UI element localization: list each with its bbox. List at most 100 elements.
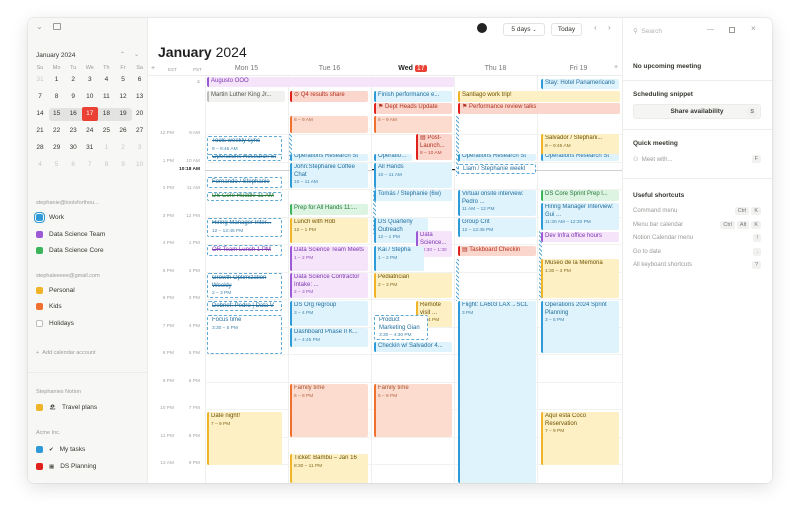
calendar-travel-plans[interactable]: 🏖 Travel plans [36,404,97,411]
mini-calendar-day[interactable]: 16 [69,110,77,117]
timezone-est[interactable]: EST [168,67,177,72]
mini-calendar-day[interactable]: 4 [38,161,42,167]
calendar-event[interactable]: ⚑ Dept Heads Update [374,103,452,114]
calendar-event[interactable]: DS Core Sprint Prep l... [541,190,619,201]
calendar-event[interactable]: Augusto OOO [207,77,454,87]
calendar-event[interactable]: Museo de la Memoria 1:30 – 3 PM [541,259,619,298]
mini-calendar-day[interactable]: 9 [121,161,125,167]
mini-calendar-day[interactable]: 7 [87,161,92,167]
mini-calendar-day[interactable]: 23 [69,127,77,134]
calendar-event[interactable]: Kai / Stepha 1 – 2 PM [374,246,424,271]
mini-calendar-day[interactable]: 7 [38,93,42,100]
calendar-event[interactable]: Product Marketing Gian 3:30 – 4:30 PM [374,315,428,340]
calendar-event[interactable]: DS Org regroup 3 – 4 PM [290,301,368,326]
calendar-event[interactable]: ⊙ Q4 results share [290,91,368,102]
next-month-icon[interactable]: ⌄ [134,52,140,58]
mini-calendar-day[interactable]: 18 [102,110,110,117]
calendar-event[interactable]: Data Science Contractor Intake: ... 2 – 3… [290,273,368,298]
calendar-event[interactable]: Growth Optimization Weekly 2 – 3 PM [207,273,282,298]
calendar-event[interactable]: Tools weekly sync 9 – 9:45 AM [207,136,282,156]
calendar-ds-planning[interactable]: ▦ DS Planning [36,463,96,470]
calendar-checkbox[interactable] [36,303,43,310]
day-header-wed[interactable]: Wed 17 [371,65,454,72]
mini-calendar-day[interactable]: 9 [71,93,75,100]
calendar-event[interactable]: Debrief: Pedro | Data V [207,301,282,311]
mini-calendar-day[interactable]: 24 [86,127,94,134]
calendar-event[interactable]: Dashboard Phase II K... 4 – 4:45 PM [290,328,368,347]
mini-calendar-day[interactable]: 25 [102,127,110,134]
calendar-event[interactable]: Prep for All Hands 11:... [290,204,368,215]
day-header-thu[interactable]: Thu 18 [484,65,507,72]
mini-calendar-day[interactable]: 5 [121,76,125,83]
calendar-event[interactable]: Operations R [374,154,412,161]
mini-calendar-day[interactable]: 17 [81,107,98,121]
add-timezone-icon[interactable]: + [151,65,156,72]
mini-calendar-day[interactable]: 8 [54,93,59,100]
calendar-event[interactable]: Ticket: Bambu – Jan 16 8:30 – 11 PM [290,454,368,483]
mini-calendar-day[interactable]: 12 [119,93,127,100]
mini-calendar-day[interactable]: 2 [121,144,125,151]
mini-calendar-day[interactable]: 11 [103,93,110,100]
calendar-event[interactable]: Dev Infra office hours [541,232,619,242]
calendar-item-personal[interactable]: Personal [36,286,75,294]
mini-calendar-day[interactable]: 30 [69,144,77,151]
calendar-event[interactable]: Flight: LA603 LAX→SCL 3 PM [458,301,536,483]
calendar-event[interactable]: Family time 6 – 8 PM [374,384,452,437]
day-header-tue[interactable]: Tue 16 [318,65,341,72]
calendar-event[interactable]: John:Stephanie Coffee Chat 10 – 11 AM [290,163,368,188]
calendar-event[interactable]: ▤ Taskboard Checkin [458,246,536,256]
calendar-event[interactable]: Hiring Manager Inter... 12 – 12:45 PM [207,218,282,237]
calendar-event[interactable]: Martin Luther King Jr... [207,91,285,102]
calendar-checkbox[interactable] [36,319,43,327]
calendar-item-kids[interactable]: Kids [36,303,62,310]
timezone-pst[interactable]: PST [193,67,202,72]
calendar-event[interactable]: Focus time 3:30 – 5 PM [207,315,282,354]
collapse-allday-icon[interactable]: ⌅ [196,79,202,85]
mini-calendar-day[interactable]: 5 [54,161,59,167]
calendar-event[interactable]: OR Team Lunch 1 PM [207,245,282,256]
mini-calendar-day[interactable]: 1 [54,76,59,83]
day-header-mon[interactable]: Mon 15 [234,65,259,72]
calendar-item-data-science-team[interactable]: Data Science Team [36,230,105,238]
calendar-checkbox[interactable] [36,247,43,254]
calendar-event[interactable]: Operations Research St [541,154,619,161]
calendar-event[interactable]: 8 – 9 AM [374,116,452,133]
calendar-event[interactable]: Date night! 7 – 9 PM [207,412,282,465]
calendar-event[interactable]: Operations Research St [458,154,536,161]
calendar-item-holidays[interactable]: Holidays [36,319,74,327]
add-day-icon[interactable]: + [614,64,619,71]
calendar-event[interactable]: Stay: Hotel Panamericano [541,79,619,89]
calendar-my-tasks[interactable]: ✔ My tasks [36,446,85,453]
calendar-event[interactable]: Checkin w/ Salvador 4... [374,342,452,352]
calendar-event[interactable]: Salvador / Stephani... 9 – 9:45 AM [541,134,619,156]
share-availability-button[interactable]: Share availability S [633,104,761,119]
mini-calendar-day[interactable]: 31 [86,144,94,151]
user-avatar[interactable] [477,23,487,33]
calendar-event[interactable]: ▤ Post-Launch... 9 – 10 AM [416,134,452,160]
day-header-fri[interactable]: Fri 19 [569,65,588,72]
mini-calendar-day[interactable]: 10 [135,161,144,167]
calendar-event[interactable]: ⚑ Performance review talks [458,103,620,114]
calendar-event[interactable]: Aquí está Coco Reservation 7 – 9 PM [541,412,619,465]
calendar-event[interactable]: Operations Research St [290,154,368,161]
sidebar-toggle-icon[interactable] [53,23,61,30]
calendar-event[interactable]: Fernando / Stephanie [207,177,282,188]
mini-calendar-day[interactable]: 26 [119,127,127,134]
calendar-item-data-science-core[interactable]: Data Science Core [36,247,104,254]
mini-calendar-day[interactable]: 6 [137,76,142,83]
calendar-event[interactable]: Operations Research St [207,154,282,161]
calendar-event[interactable]: Liam / Stephanie weekl [458,164,536,174]
next-week-icon[interactable]: › [608,23,611,32]
mini-calendar-day[interactable]: 19 [119,110,127,117]
mini-calendar-day[interactable]: 2 [71,76,75,83]
calendar-event[interactable]: Data Science Team Meets 1 – 2 PM [290,246,368,271]
calendar-event[interactable]: Lunch with Rob 12 – 1 PM [290,218,368,243]
calendar-event[interactable]: Group Crit 12 – 12:45 PM [458,218,536,237]
close-icon[interactable]: × [751,24,756,33]
minimize-icon[interactable]: — [707,26,714,33]
calendar-event[interactable]: Virtual onsite interview: Pedro ... 11 AM… [458,190,536,216]
calendar-event[interactable]: All Hands 10 – 11 AM [374,163,452,188]
mini-calendar-day[interactable]: 27 [135,127,144,134]
mini-calendar-day[interactable]: 1 [104,144,109,151]
mini-calendar-day[interactable]: 3 [137,144,142,151]
